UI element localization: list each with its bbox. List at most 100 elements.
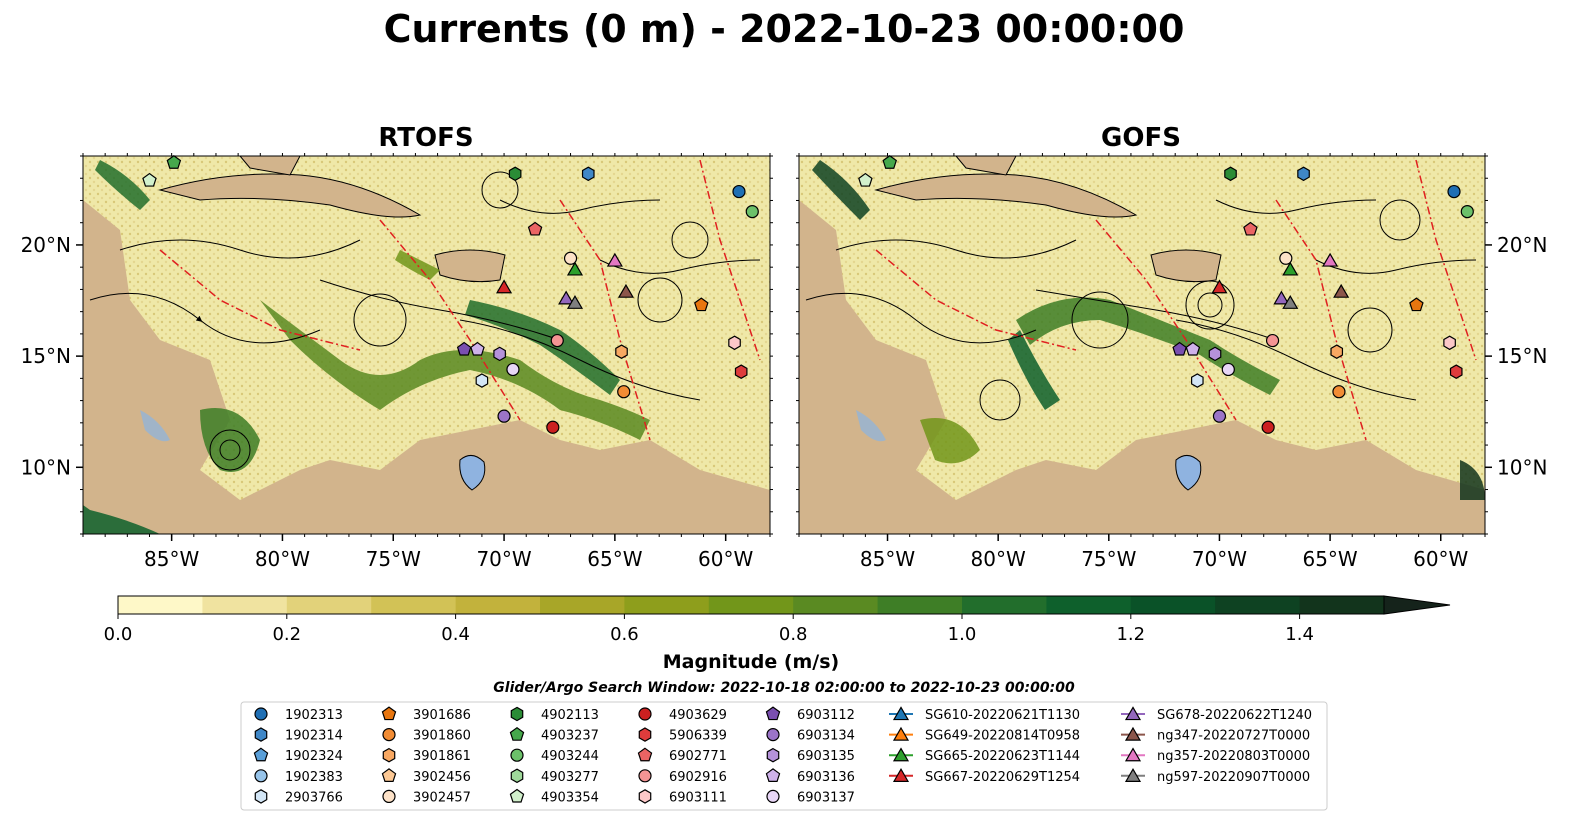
map-marker-6903134	[497, 409, 511, 423]
colorbar-bin	[624, 596, 710, 614]
legend-marker-6902771	[637, 747, 653, 762]
legend-marker-4903629	[638, 707, 652, 721]
legend-entry-label: ng357-20220803T0000	[1157, 749, 1310, 764]
legend-marker-ng597-20220907T0000	[1124, 767, 1142, 782]
x-tick-label: 85°W	[860, 547, 915, 571]
legend-marker-SG610-20220621T1130	[892, 706, 910, 721]
y-tick-label: 20°N	[1497, 233, 1547, 257]
figure-title: Currents (0 m) - 2022-10-23 00:00:00	[384, 7, 1185, 51]
x-tick-label: 60°W	[698, 547, 753, 571]
map-marker-1902313	[732, 184, 746, 199]
colorbar-tick-label: 1.2	[1116, 624, 1145, 645]
lake-maracaibo	[1175, 455, 1202, 491]
x-tick-label: 60°W	[1413, 547, 1468, 571]
x-tick-label: 65°W	[1302, 547, 1357, 571]
x-tick-label: 85°W	[144, 547, 199, 571]
legend-entry-label: SG678-20220622T1240	[1157, 708, 1312, 723]
legend-marker-ng347-20220727T0000	[1124, 726, 1142, 741]
legend-marker-SG678-20220622T1240	[1124, 706, 1142, 721]
map-marker-6902916	[1265, 333, 1280, 348]
land-cuba	[874, 173, 1138, 218]
x-tick-label: 80°W	[971, 547, 1026, 571]
x-tick-label: 80°W	[255, 547, 310, 571]
map-marker-5906339	[1449, 364, 1463, 379]
land-hispaniola	[1150, 249, 1222, 283]
legend-entry-label: 1902324	[285, 749, 343, 764]
map-marker-ng597-20220907T0000	[1282, 294, 1299, 309]
colorbar-bin	[793, 596, 879, 614]
eez-boundaries	[875, 159, 1477, 441]
x-tick-label: 70°W	[1192, 547, 1247, 571]
map-marker-4903629	[546, 420, 560, 434]
map-marker-4903244	[745, 204, 759, 219]
legend-marker-2903766	[254, 789, 268, 804]
legend-marker-6903135	[766, 747, 780, 763]
legend-marker-3901861	[382, 747, 396, 763]
colorbar-bin	[962, 596, 1047, 614]
map-marker-1902313	[1447, 184, 1461, 199]
map-marker-6903134	[1212, 409, 1227, 423]
legend-marker-SG667-20220629T1254	[892, 767, 910, 782]
streamlines	[89, 171, 761, 471]
map-marker-ng347-20220727T0000	[1333, 283, 1350, 298]
legend-entry-label: 6903111	[669, 790, 727, 805]
legend-marker-4903354	[509, 788, 525, 803]
colorbar-tick-label: 1.0	[948, 624, 977, 645]
map-marker-3901686	[1409, 297, 1424, 312]
land-central-america	[83, 200, 770, 534]
axes-frame	[82, 155, 771, 535]
map-marker-SG678-20220622T1240	[558, 290, 575, 305]
legend-entry-label: 3901860	[413, 729, 471, 744]
legend-entry-label: 4903244	[541, 749, 599, 764]
lake-nicaragua	[140, 410, 170, 442]
legend-entry-label: 4903354	[541, 790, 599, 805]
map-marker-SG678-20220622T1240	[1273, 290, 1290, 305]
land-central-america	[799, 200, 1485, 534]
legend-entry-label: 4903277	[541, 770, 599, 785]
legend-entry-label: 3901861	[413, 749, 471, 764]
legend-marker-6903136	[765, 768, 781, 782]
legend-marker-3902456	[381, 768, 397, 782]
map-marker-3902457	[1279, 251, 1293, 265]
colorbar-bin	[455, 596, 541, 614]
y-tick-label: 15°N	[21, 344, 71, 368]
map-marker-6902771	[1243, 221, 1258, 236]
colorbar-tick-label: 0.4	[441, 624, 470, 645]
x-tick-label: 70°W	[476, 547, 531, 571]
legend-marker-6903111	[638, 789, 652, 804]
map-panel-gofs: GOFS	[796, 123, 1547, 571]
legend-marker-ng357-20220803T0000	[1124, 747, 1142, 762]
legend-marker-6902916	[638, 769, 652, 783]
x-tick-label: 65°W	[587, 547, 642, 571]
speed-patches	[812, 160, 1485, 500]
map-marker-SG665-20220623T1144	[1282, 261, 1299, 276]
map-marker-2903766	[1191, 373, 1204, 388]
legend-entry-label: 4902113	[541, 708, 599, 723]
colorbar-label: Magnitude (m/s)	[663, 651, 840, 673]
map-marker-6903111	[1443, 335, 1456, 351]
map-panel-rtofs: RTOFS	[21, 123, 773, 571]
map-marker-6903135	[1208, 346, 1222, 362]
colorbar-frame	[117, 595, 1385, 615]
colorbar-bin	[877, 596, 963, 614]
map-marker-6903112	[1172, 341, 1187, 356]
lake-maracaibo	[459, 455, 486, 491]
land-hispaniola	[434, 249, 506, 283]
map-marker-6903137	[506, 362, 520, 377]
map-marker-ng347-20220727T0000	[617, 283, 635, 298]
legend: 1902313 1902314 1902324 1902383 2903766 39016…	[240, 701, 1328, 811]
search-window-label: Glider/Argo Search Window: 2022-10-18 02…	[493, 680, 1075, 696]
map-marker-6903136	[470, 341, 485, 356]
legend-entry-label: 1902314	[285, 729, 343, 744]
y-tick-label: 10°N	[21, 455, 71, 479]
legend-marker-4902113	[510, 706, 524, 722]
lake-nicaragua	[856, 410, 886, 442]
map-marker-ng357-20220803T0000	[1322, 252, 1339, 267]
legend-entry-label: 1902383	[285, 770, 343, 785]
legend-entry-label: 3901686	[413, 708, 471, 723]
legend-entry-label: 1902313	[285, 708, 343, 723]
y-tick-label: 15°N	[1497, 344, 1547, 368]
legend-entry-label: 6903134	[797, 729, 855, 744]
panel-title: RTOFS	[378, 123, 473, 153]
map-marker-3901860	[617, 385, 631, 399]
